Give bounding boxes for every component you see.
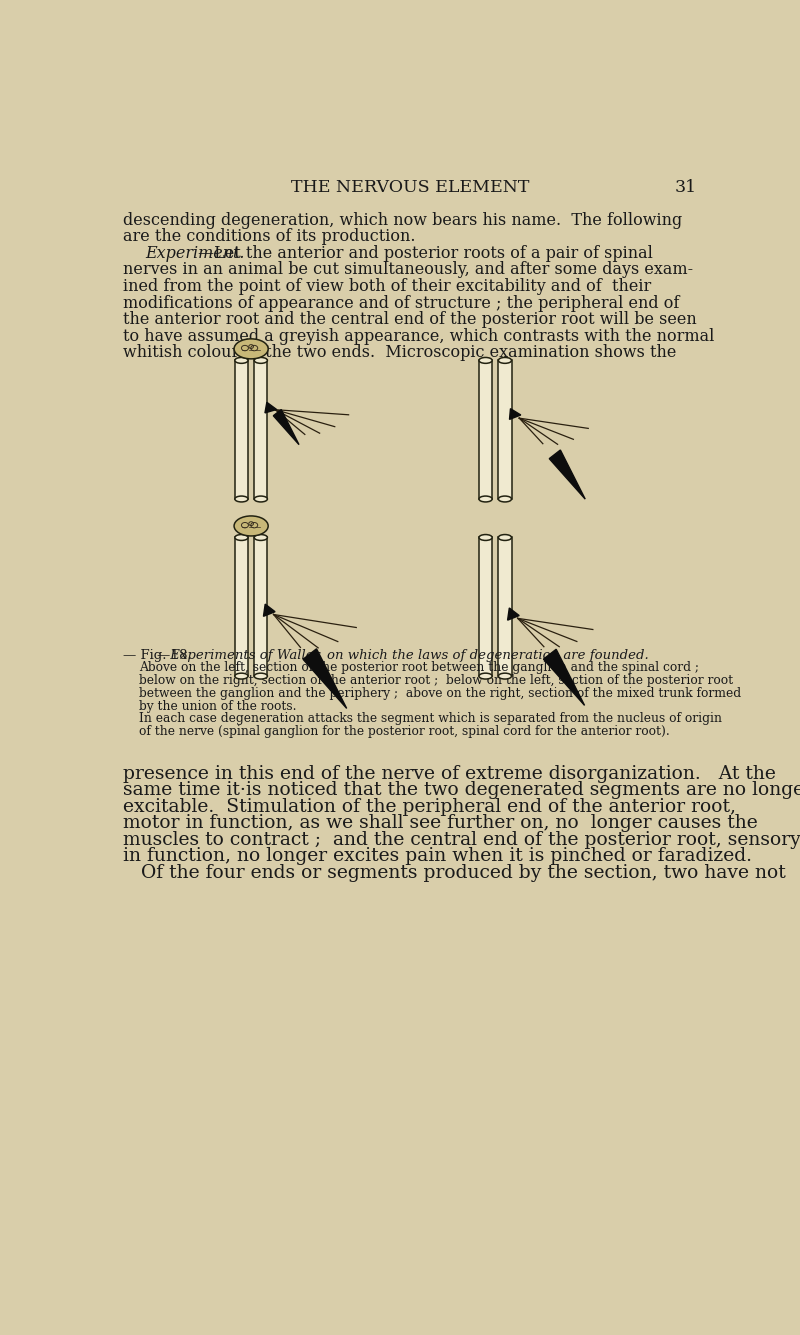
Text: Experiment.: Experiment. xyxy=(145,244,245,262)
Ellipse shape xyxy=(235,358,248,363)
Text: muscles to contract ;  and the central end of the posterior root, sensory: muscles to contract ; and the central en… xyxy=(123,830,800,849)
Ellipse shape xyxy=(235,673,248,680)
Bar xyxy=(235,360,248,499)
Ellipse shape xyxy=(479,497,492,502)
Text: nerves in an animal be cut simultaneously, and after some days exam-: nerves in an animal be cut simultaneousl… xyxy=(123,262,694,279)
Ellipse shape xyxy=(254,358,267,363)
Text: to have assumed a greyish appearance, which contrasts with the normal: to have assumed a greyish appearance, wh… xyxy=(123,327,714,344)
Text: by the union of the roots.: by the union of the roots. xyxy=(138,700,296,713)
Ellipse shape xyxy=(479,358,492,363)
Text: excitable.  Stimulation of the peripheral end of the anterior root,: excitable. Stimulation of the peripheral… xyxy=(123,798,736,816)
Text: — Fig. 18.: — Fig. 18. xyxy=(123,649,192,662)
Text: THE NERVOUS ELEMENT: THE NERVOUS ELEMENT xyxy=(291,179,529,196)
Ellipse shape xyxy=(498,534,511,541)
Bar xyxy=(498,360,511,499)
Ellipse shape xyxy=(235,534,248,541)
Text: between the ganglion and the periphery ;  above on the right, section of the mix: between the ganglion and the periphery ;… xyxy=(138,688,741,700)
Text: 31: 31 xyxy=(674,179,697,196)
Bar xyxy=(479,360,492,499)
Text: descending degeneration, which now bears his name.  The following: descending degeneration, which now bears… xyxy=(123,212,682,228)
Text: of the nerve (spinal ganglion for the posterior root, spinal cord for the anteri: of the nerve (spinal ganglion for the po… xyxy=(138,725,670,738)
Bar xyxy=(254,360,267,499)
Polygon shape xyxy=(510,409,521,419)
Text: the anterior root and the central end of the posterior root will be seen: the anterior root and the central end of… xyxy=(123,311,697,328)
Text: below on the right, section of the anterior root ;  below on the left, section o: below on the right, section of the anter… xyxy=(138,674,733,688)
Ellipse shape xyxy=(234,515,268,535)
Ellipse shape xyxy=(235,497,248,502)
Ellipse shape xyxy=(254,497,267,502)
Ellipse shape xyxy=(254,534,267,541)
Text: Of the four ends or segments produced by the section, two have not: Of the four ends or segments produced by… xyxy=(123,864,786,882)
Bar xyxy=(498,538,511,676)
Bar xyxy=(254,538,267,676)
Text: In each case degeneration attacks the segment which is separated from the nucleu: In each case degeneration attacks the se… xyxy=(138,713,722,725)
Text: presence in this end of the nerve of extreme disorganization.   At the: presence in this end of the nerve of ext… xyxy=(123,765,776,782)
Polygon shape xyxy=(274,410,299,445)
Ellipse shape xyxy=(498,673,511,680)
Ellipse shape xyxy=(498,358,511,363)
Text: whitish colour of the two ends.  Microscopic examination shows the: whitish colour of the two ends. Microsco… xyxy=(123,344,677,362)
Text: are the conditions of its production.: are the conditions of its production. xyxy=(123,228,416,246)
Polygon shape xyxy=(543,649,585,705)
Ellipse shape xyxy=(234,339,268,359)
Polygon shape xyxy=(550,450,586,499)
Text: —Let the anterior and posterior roots of a pair of spinal: —Let the anterior and posterior roots of… xyxy=(198,244,653,262)
Polygon shape xyxy=(507,607,519,621)
Text: motor in function, as we shall see further on, no  longer causes the: motor in function, as we shall see furth… xyxy=(123,814,758,832)
Bar xyxy=(235,538,248,676)
Ellipse shape xyxy=(254,673,267,680)
Text: modifications of appearance and of structure ; the peripheral end of: modifications of appearance and of struc… xyxy=(123,295,680,311)
Text: ined from the point of view both of their excitability and of  their: ined from the point of view both of thei… xyxy=(123,278,651,295)
Text: —Experiments of Waller, on which the laws of degeneration are founded.: —Experiments of Waller, on which the law… xyxy=(158,649,649,662)
Ellipse shape xyxy=(479,673,492,680)
Ellipse shape xyxy=(479,534,492,541)
Ellipse shape xyxy=(498,497,511,502)
Text: Above on the left, section of the posterior root between the ganglion and the sp: Above on the left, section of the poster… xyxy=(138,661,698,674)
Polygon shape xyxy=(303,649,346,709)
Bar xyxy=(479,538,492,676)
Text: same time it·is noticed that the two degenerated segments are no longer: same time it·is noticed that the two deg… xyxy=(123,781,800,800)
Text: in function, no longer excites pain when it is pinched or faradized.: in function, no longer excites pain when… xyxy=(123,848,752,865)
Polygon shape xyxy=(263,605,275,617)
Polygon shape xyxy=(265,402,277,413)
